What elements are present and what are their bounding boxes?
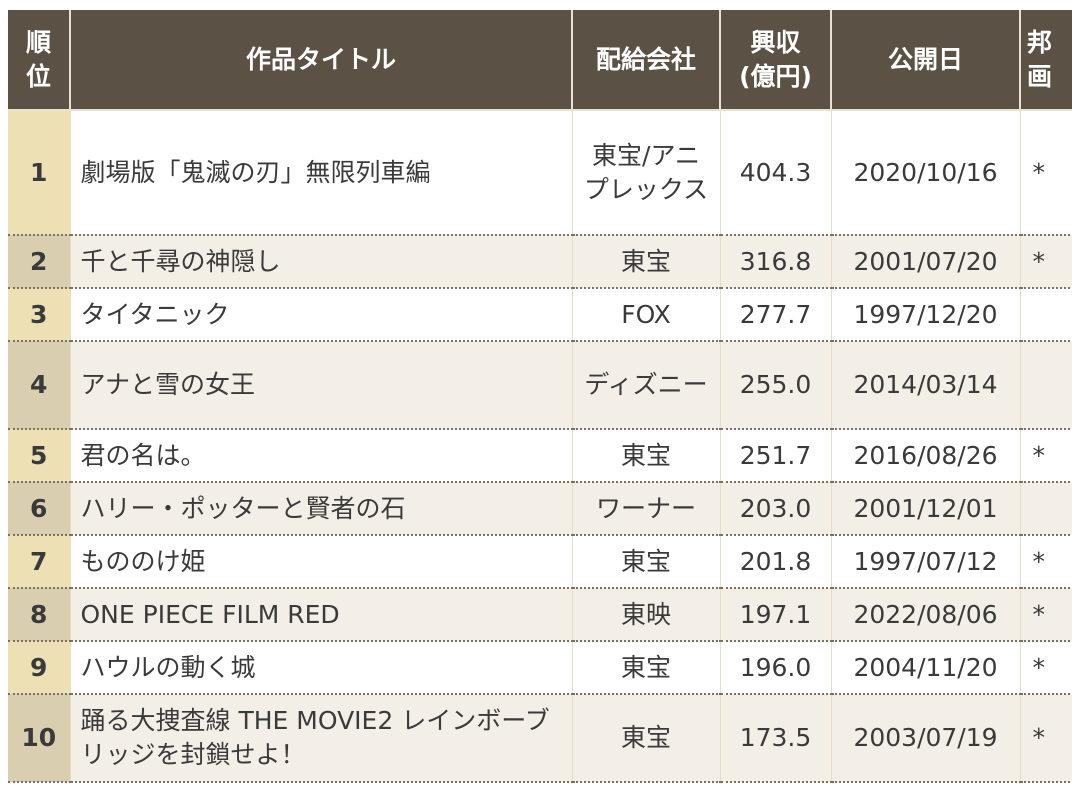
distributor-cell: FOX	[571, 288, 720, 342]
japanese-film-mark: *	[1019, 110, 1072, 236]
table-row: 7 もののけ姫 東宝 201.8 1997/07/12 *	[8, 535, 1072, 589]
gross-cell: 197.1	[719, 588, 831, 642]
table-row: 8 ONE PIECE FILM RED 東映 197.1 2022/08/06 *	[8, 588, 1072, 642]
distributor-cell: 東映	[571, 588, 720, 642]
table-header: 順位 作品タイトル 配給会社 興収 (億円) 公開日 邦画	[8, 10, 1072, 111]
header-japanese-line1: 邦	[1027, 27, 1053, 57]
release-date-cell: 1997/12/20	[830, 288, 1020, 342]
distributor-cell: 東宝	[571, 535, 720, 589]
header-title: 作品タイトル	[69, 10, 572, 111]
release-date-cell: 2022/08/06	[830, 588, 1020, 642]
rank-cell: 3	[8, 288, 70, 342]
table-row: 1 劇場版「鬼滅の刃」無限列車編 東宝/アニプレックス 404.3 2020/10/16…	[8, 110, 1072, 236]
japanese-film-mark	[1019, 341, 1072, 430]
release-date-cell: 2001/07/20	[830, 235, 1020, 289]
table-row: 10 踊る大捜査線 THE MOVIE2 レインボーブリッジを封鎖せよ！ 東宝 173…	[8, 694, 1072, 783]
japanese-film-mark	[1019, 288, 1072, 342]
gross-cell: 316.8	[719, 235, 831, 289]
distributor-cell: 東宝	[571, 641, 720, 695]
title-cell: 踊る大捜査線 THE MOVIE2 レインボーブリッジを封鎖せよ！	[69, 694, 572, 783]
table-row: 2 千と千尋の神隠し 東宝 316.8 2001/07/20 *	[8, 235, 1072, 289]
distributor-cell: 東宝	[571, 694, 720, 783]
title-cell: アナと雪の女王	[69, 341, 572, 430]
title-cell: もののけ姫	[69, 535, 572, 589]
title-cell: 千と千尋の神隠し	[69, 235, 572, 289]
title-cell: ハウルの動く城	[69, 641, 572, 695]
rank-cell: 5	[8, 429, 70, 483]
table-row: 5 君の名は。 東宝 251.7 2016/08/26 *	[8, 429, 1072, 483]
gross-cell: 196.0	[719, 641, 831, 695]
header-gross-line2: (億円)	[739, 61, 812, 91]
header-japanese: 邦画	[1019, 10, 1072, 111]
rank-cell: 7	[8, 535, 70, 589]
rank-cell: 1	[8, 110, 70, 236]
gross-cell: 201.8	[719, 535, 831, 589]
gross-cell: 404.3	[719, 110, 831, 236]
rank-cell: 6	[8, 482, 70, 536]
release-date-cell: 2003/07/19	[830, 694, 1020, 783]
distributor-cell: 東宝	[571, 429, 720, 483]
rank-cell: 10	[8, 694, 70, 783]
release-date-cell: 2001/12/01	[830, 482, 1020, 536]
title-cell: 劇場版「鬼滅の刃」無限列車編	[69, 110, 572, 236]
gross-cell: 251.7	[719, 429, 831, 483]
header-rank: 順位	[8, 10, 70, 111]
distributor-cell: ワーナー	[571, 482, 720, 536]
rank-cell: 4	[8, 341, 70, 430]
gross-cell: 173.5	[719, 694, 831, 783]
table-body: 1 劇場版「鬼滅の刃」無限列車編 東宝/アニプレックス 404.3 2020/10/16…	[8, 110, 1072, 783]
japanese-film-mark: *	[1019, 235, 1072, 289]
rank-cell: 2	[8, 235, 70, 289]
table-row: 6 ハリー・ポッターと賢者の石 ワーナー 203.0 2001/12/01	[8, 482, 1072, 536]
distributor-cell: ディズニー	[571, 341, 720, 430]
title-cell: タイタニック	[69, 288, 572, 342]
header-gross-line1: 興収	[750, 27, 801, 57]
gross-cell: 203.0	[719, 482, 831, 536]
gross-cell: 277.7	[719, 288, 831, 342]
rank-cell: 9	[8, 641, 70, 695]
header-japanese-line2: 画	[1027, 61, 1053, 91]
release-date-cell: 2004/11/20	[830, 641, 1020, 695]
table-row: 4 アナと雪の女王 ディズニー 255.0 2014/03/14	[8, 341, 1072, 430]
table-row: 9 ハウルの動く城 東宝 196.0 2004/11/20 *	[8, 641, 1072, 695]
box-office-ranking-table: 順位 作品タイトル 配給会社 興収 (億円) 公開日 邦画 1 劇場版「鬼滅の刃」無…	[8, 10, 1072, 783]
japanese-film-mark: *	[1019, 588, 1072, 642]
japanese-film-mark	[1019, 482, 1072, 536]
header-row: 順位 作品タイトル 配給会社 興収 (億円) 公開日 邦画	[8, 10, 1072, 111]
release-date-cell: 1997/07/12	[830, 535, 1020, 589]
japanese-film-mark: *	[1019, 641, 1072, 695]
release-date-cell: 2020/10/16	[830, 110, 1020, 236]
japanese-film-mark: *	[1019, 429, 1072, 483]
title-cell: ハリー・ポッターと賢者の石	[69, 482, 572, 536]
rank-cell: 8	[8, 588, 70, 642]
table-row: 3 タイタニック FOX 277.7 1997/12/20	[8, 288, 1072, 342]
distributor-cell: 東宝/アニプレックス	[571, 110, 720, 236]
header-rank-line1: 順	[25, 27, 51, 57]
release-date-cell: 2016/08/26	[830, 429, 1020, 483]
japanese-film-mark: *	[1019, 535, 1072, 589]
title-cell: ONE PIECE FILM RED	[69, 588, 572, 642]
release-date-cell: 2014/03/14	[830, 341, 1020, 430]
header-distributor: 配給会社	[571, 10, 720, 111]
gross-cell: 255.0	[719, 341, 831, 430]
header-gross: 興収 (億円)	[719, 10, 831, 111]
header-rank-line2: 位	[25, 61, 51, 91]
distributor-cell: 東宝	[571, 235, 720, 289]
japanese-film-mark: *	[1019, 694, 1072, 783]
header-date: 公開日	[830, 10, 1020, 111]
title-cell: 君の名は。	[69, 429, 572, 483]
